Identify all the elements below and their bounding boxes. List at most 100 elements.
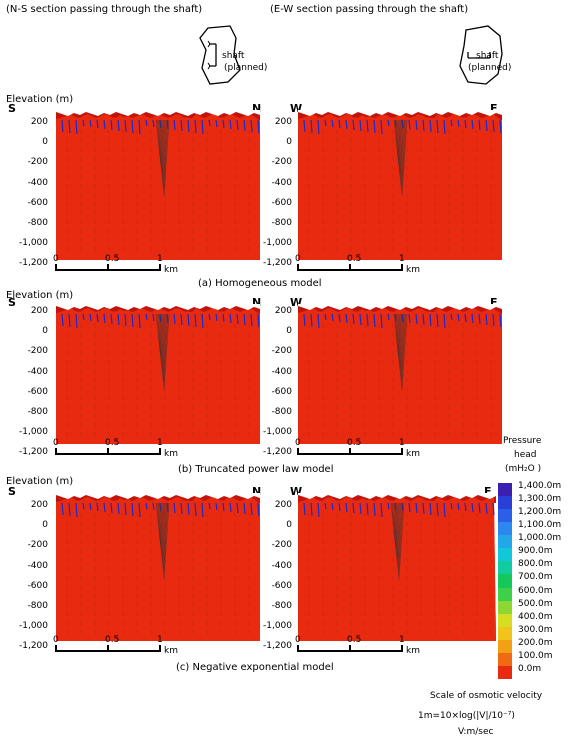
velocity-vector — [321, 404, 325, 410]
elevation-tick: -1,200 — [18, 641, 48, 652]
velocity-vector — [149, 413, 153, 419]
velocity-vector — [433, 237, 437, 243]
velocity-vector — [396, 313, 400, 362]
velocity-vector — [433, 629, 437, 635]
velocity-vector — [405, 575, 409, 581]
legend-color-swatch — [498, 639, 512, 654]
velocity-vector — [391, 165, 395, 171]
velocity-vector — [233, 575, 237, 581]
velocity-vector — [149, 422, 153, 428]
velocity-vector — [335, 228, 339, 234]
velocity-vector — [363, 332, 367, 338]
velocity-vector — [163, 341, 167, 347]
velocity-vector — [401, 313, 406, 386]
velocity-vector — [398, 502, 405, 581]
velocity-vector — [399, 313, 402, 374]
velocity-vector — [335, 548, 339, 554]
velocity-vector — [433, 593, 437, 599]
velocity-vector — [149, 129, 153, 135]
velocity-vector — [110, 119, 113, 131]
velocity-vector — [205, 219, 209, 225]
velocity-vector — [419, 602, 423, 608]
section-b-ew — [298, 304, 502, 444]
velocity-vector — [219, 548, 223, 554]
velocity-vector — [307, 237, 311, 243]
velocity-vector — [93, 323, 97, 329]
velocity-vector — [433, 350, 437, 356]
velocity-vector — [475, 174, 479, 180]
velocity-vector — [489, 174, 493, 180]
velocity-vector — [349, 147, 353, 153]
velocity-vector — [433, 548, 437, 554]
velocity-vector — [489, 246, 493, 252]
velocity-vector — [233, 521, 237, 527]
velocity-vector — [65, 377, 69, 383]
velocity-vector — [219, 413, 223, 419]
velocity-vector — [475, 359, 479, 365]
velocity-vector — [135, 539, 139, 545]
velocity-vector — [68, 119, 71, 134]
velocity-vector — [135, 138, 139, 144]
velocity-vector — [93, 431, 97, 437]
velocity-vector — [163, 502, 168, 575]
velocity-vector — [489, 183, 493, 189]
velocity-vector — [107, 350, 111, 356]
velocity-vector — [461, 350, 465, 356]
velocity-vector — [310, 502, 313, 517]
velocity-vector — [163, 530, 167, 536]
velocity-vector — [447, 575, 451, 581]
velocity-vector — [349, 611, 353, 617]
velocity-vector — [107, 377, 111, 383]
velocity-vector — [65, 386, 69, 392]
scale-tick — [349, 645, 351, 652]
velocity-vector — [335, 386, 339, 392]
elevation-tick: -1,200 — [18, 258, 48, 269]
dir-s-c: S — [8, 485, 16, 498]
velocity-vector — [419, 530, 423, 536]
velocity-vector — [345, 119, 348, 130]
velocity-vector — [233, 350, 237, 356]
velocity-vector — [121, 620, 125, 626]
velocity-vector — [433, 431, 437, 437]
velocity-vector — [489, 611, 493, 617]
velocity-vector — [317, 502, 320, 518]
velocity-vector — [489, 557, 493, 563]
velocity-vector — [433, 228, 437, 234]
velocity-vector — [391, 584, 395, 590]
velocity-vector — [363, 584, 367, 590]
velocity-vector — [349, 422, 353, 428]
velocity-vector — [380, 502, 383, 518]
velocity-vector — [405, 228, 409, 234]
velocity-vector — [93, 156, 97, 162]
velocity-vector — [205, 201, 209, 207]
velocity-vector — [391, 359, 395, 365]
velocity-vector — [121, 138, 125, 144]
scale-tick — [55, 264, 57, 271]
velocity-vector — [247, 539, 251, 545]
velocity-vector — [331, 313, 334, 322]
velocity-vector — [475, 629, 479, 635]
velocity-vector — [307, 530, 311, 536]
elevation-tick: -1,200 — [262, 447, 292, 458]
velocity-vector — [349, 156, 353, 162]
velocity-vector — [419, 210, 423, 216]
velocity-vector — [177, 174, 181, 180]
velocity-vector — [447, 341, 451, 347]
velocity-vector — [93, 620, 97, 626]
velocity-vector — [447, 512, 451, 518]
velocity-vector — [399, 119, 402, 180]
velocity-vector — [419, 165, 423, 171]
velocity-vector — [461, 395, 465, 401]
elevation-tick: -1,000 — [262, 427, 292, 438]
velocity-vector — [489, 156, 493, 162]
velocity-vector — [377, 557, 381, 563]
velocity-vector — [478, 119, 481, 131]
velocity-vector — [219, 228, 223, 234]
velocity-vector — [149, 512, 153, 518]
velocity-vector — [79, 512, 83, 518]
velocity-vector — [247, 174, 251, 180]
velocity-vector — [475, 192, 479, 198]
velocity-vector — [243, 119, 246, 132]
dir-s-a: S — [8, 102, 16, 115]
velocity-vector — [335, 219, 339, 225]
